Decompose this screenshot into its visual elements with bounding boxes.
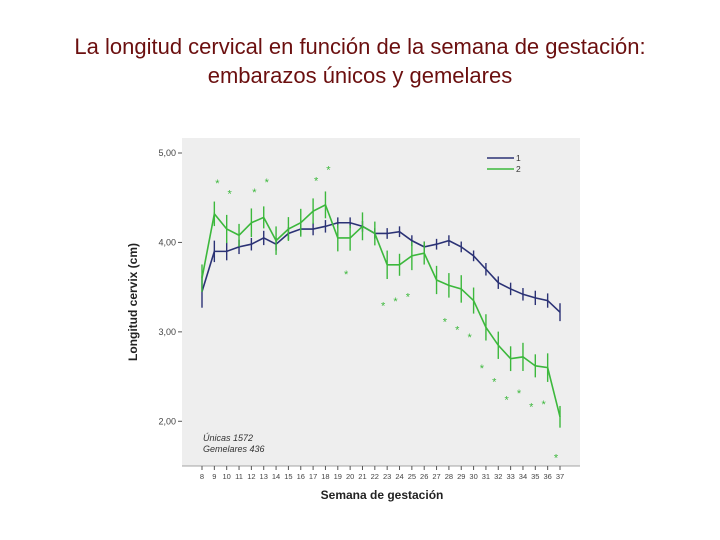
x-tick-label: 27 [432,472,440,481]
x-tick-label: 33 [506,472,514,481]
significance-marker: * [492,377,497,389]
x-tick-label: 14 [272,472,280,481]
significance-marker: * [228,189,233,201]
x-tick-label: 22 [371,472,379,481]
x-tick-label: 13 [260,472,268,481]
x-tick-label: 36 [543,472,551,481]
x-tick-label: 30 [469,472,477,481]
x-tick-label: 10 [223,472,231,481]
significance-marker: * [326,165,331,177]
annotation-unicas: Únicas 1572 [203,433,253,443]
significance-marker: * [265,177,270,189]
significance-marker: * [504,394,509,406]
significance-marker: * [381,301,386,313]
x-tick-label: 21 [358,472,366,481]
x-tick-label: 32 [494,472,502,481]
y-tick-label: 4,00 [158,237,176,247]
x-tick-label: 34 [519,472,527,481]
x-tick-label: 37 [556,472,564,481]
significance-marker: * [393,296,398,308]
significance-marker: * [215,178,220,190]
chart-container: 5,00 4,00 3,00 2,00 8 9 10 11 12 13 14 15 16 17 18 19 2… [125,136,585,516]
significance-marker: * [314,175,319,187]
significance-marker: * [517,388,522,400]
title-line-1: La longitud cervical en función de la se… [74,34,646,59]
y-axis: 5,00 4,00 3,00 2,00 [158,148,182,426]
significance-marker: * [554,453,559,465]
significance-marker: * [344,269,349,281]
x-tick-label: 29 [457,472,465,481]
significance-marker: * [406,292,411,304]
significance-marker: * [455,325,460,337]
x-tick-label: 24 [395,472,403,481]
plot-area [182,138,580,466]
significance-marker: * [443,317,448,329]
title-line-2: embarazos únicos y gemelares [207,63,513,88]
x-tick-label: 28 [445,472,453,481]
x-tick-label: 8 [200,472,204,481]
legend-label: 2 [516,164,521,174]
legend-label: 1 [516,153,521,163]
x-tick-label: 9 [212,472,216,481]
series-layer [201,191,561,428]
significance-marker: * [529,402,534,414]
legend: 12 [487,153,521,174]
x-tick-label: 35 [531,472,539,481]
x-axis: 8 9 10 11 12 13 14 15 16 17 18 19 20 21 22 23 24 25 26 27 28… [182,465,580,481]
x-tick-label: 18 [321,472,329,481]
annotation-gemelares: Gemelares 436 [203,444,265,454]
slide-title: La longitud cervical en función de la se… [0,32,720,90]
y-tick-label: 5,00 [158,148,176,158]
y-tick-label: 2,00 [158,416,176,426]
x-tick-label: 11 [235,472,243,481]
x-tick-label: 23 [383,472,391,481]
x-tick-label: 12 [247,472,255,481]
x-tick-label: 25 [408,472,416,481]
cervical-length-chart: 5,004,003,002,00 8 9 10 11 12 13 14 15 16 17 18 19 2… [125,136,585,516]
significance-marker: * [480,363,485,375]
significance-marker: * [252,187,257,199]
x-tick-label: 17 [309,472,317,481]
y-tick-label: 3,00 [158,327,176,337]
significance-markers: * * * * * * * * * * * * * * * * * * * * [215,165,559,465]
x-tick-label: 19 [334,472,342,481]
significance-marker: * [542,399,547,411]
x-tick-label: 26 [420,472,428,481]
x-tick-label: 31 [482,472,490,481]
x-tick-label: 15 [284,472,292,481]
x-tick-label: 16 [297,472,305,481]
series-line-2 [201,203,561,418]
x-tick-label: 20 [346,472,354,481]
x-axis-label: Semana de gestación [321,488,444,502]
y-axis-label: Longitud cervix (cm) [126,243,140,361]
series-line-1 [201,221,561,313]
significance-marker: * [467,332,472,344]
